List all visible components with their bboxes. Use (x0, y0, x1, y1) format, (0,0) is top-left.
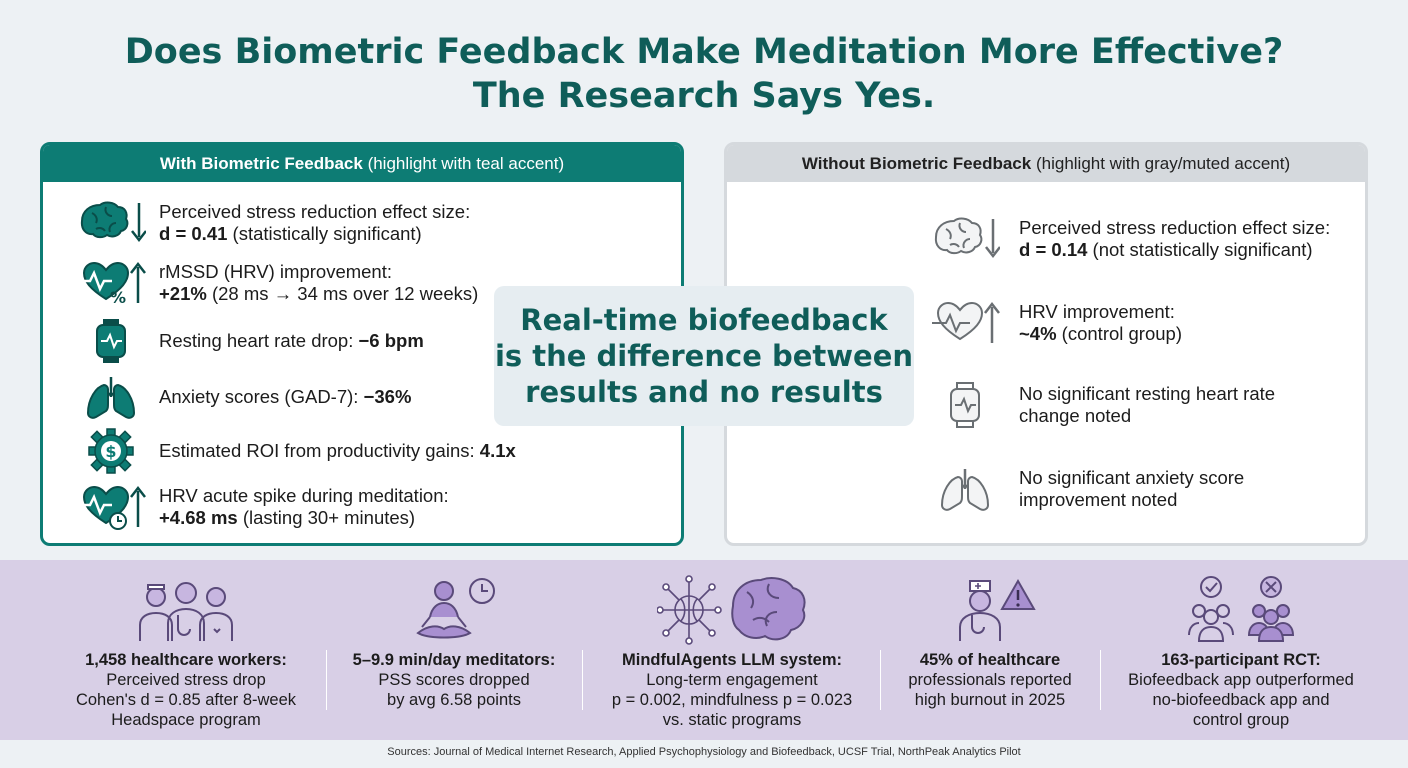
with-feedback-heading-note: (highlight with teal accent) (367, 154, 565, 173)
with-item-roi: $ Estimated ROI from productivity gains:… (73, 425, 516, 477)
stat-4-line-2: high burnout in 2025 (914, 691, 1066, 709)
with-rhr-value: −6 bpm (358, 330, 424, 351)
with-rhr-label: Resting heart rate drop: (159, 330, 359, 351)
stat-1-line-1: Perceived stress drop (106, 671, 266, 689)
divider (880, 650, 881, 710)
with-item-acute-hrv: HRV acute spike during meditation: +4.68… (73, 481, 449, 533)
stat-burnout: 45% of healthcare professionals reported… (890, 560, 1090, 740)
gear-dollar-icon: $ (73, 425, 149, 477)
title-line-2: The Research Says Yes. (472, 76, 936, 116)
page-title: Does Biometric Feedback Make Meditation … (0, 30, 1408, 118)
with-anxiety-label: Anxiety scores (GAD-7): (159, 386, 364, 407)
with-hrv-value: +21% (159, 283, 207, 304)
stats-band: 1,458 healthcare workers: Perceived stre… (0, 560, 1408, 740)
stat-5-heading: 163-participant RCT: (1161, 651, 1321, 669)
without-rhr-line1: No significant resting heart rate (1019, 383, 1276, 404)
with-item-hrv: % rMSSD (HRV) improvement: +21% (28 ms →… (73, 257, 478, 309)
lungs-icon (927, 463, 1003, 515)
with-acute-value: +4.68 ms (159, 507, 238, 528)
with-roi-label: Estimated ROI from productivity gains: (159, 440, 480, 461)
without-item-stress: Perceived stress reduction effect size: … (927, 213, 1330, 265)
without-stress-note: (not statistically significant) (1087, 239, 1313, 260)
stat-mindfulagents: MindfulAgents LLM system: Long-term enga… (592, 560, 872, 740)
with-feedback-heading: With Biometric Feedback (159, 154, 363, 173)
smartwatch-icon (927, 379, 1003, 431)
group-check-cross-icon (1110, 570, 1372, 650)
lungs-icon (73, 371, 149, 423)
brain-down-icon (927, 213, 1003, 265)
stat-5-line-1: Biofeedback app outperformed (1128, 671, 1354, 689)
without-feedback-heading-note: (highlight with gray/muted accent) (1035, 154, 1291, 173)
with-item-anxiety: Anxiety scores (GAD-7): −36% (73, 371, 411, 423)
with-anxiety-value: −36% (363, 386, 412, 407)
callout-line-2: is the difference between (494, 339, 914, 373)
sources-footnote: Sources: Journal of Medical Internet Res… (387, 746, 1021, 758)
network-brain-icon (592, 570, 872, 650)
callout-box: Real-time biofeedback is the difference … (494, 286, 914, 426)
title-line-1: Does Biometric Feedback Make Meditation … (124, 32, 1284, 72)
without-anxiety-line2: improvement noted (1019, 489, 1178, 510)
stat-healthcare-workers: 1,458 healthcare workers: Perceived stre… (56, 560, 316, 740)
without-anxiety-line1: No significant anxiety score (1019, 467, 1245, 488)
without-item-rhr: No significant resting heart rate change… (927, 379, 1275, 431)
without-rhr-line2: change noted (1019, 405, 1132, 426)
stat-1-line-3: Headspace program (111, 711, 261, 729)
stat-meditators: 5–9.9 min/day meditators: PSS scores dro… (336, 560, 572, 740)
stat-2-line-1: PSS scores dropped (378, 671, 530, 689)
stat-2-line-2: by avg 6.58 points (387, 691, 521, 709)
without-stress-label: Perceived stress reduction effect size: (1019, 217, 1331, 238)
divider (1100, 650, 1101, 710)
without-hrv-value: ~4% (1019, 323, 1057, 344)
with-roi-value: 4.1x (479, 440, 516, 461)
brain-down-icon (73, 197, 149, 249)
with-stress-label: Perceived stress reduction effect size: (159, 201, 471, 222)
meditator-clock-icon (336, 570, 572, 650)
smartwatch-icon (73, 315, 149, 367)
with-acute-label: HRV acute spike during meditation: (159, 485, 449, 506)
stat-1-line-2: Cohen's d = 0.85 after 8-week (75, 691, 297, 709)
heart-percent-up-icon: % (73, 257, 149, 309)
stat-5-line-2: no-biofeedback app and (1152, 691, 1330, 709)
stat-4-heading: 45% of healthcare (919, 651, 1061, 669)
stat-3-line-2: p = 0.002, mindfulness p = 0.023 (611, 691, 853, 709)
divider (326, 650, 327, 710)
divider (582, 650, 583, 710)
without-stress-value: d = 0.14 (1019, 239, 1088, 260)
with-feedback-header: With Biometric Feedback (highlight with … (43, 145, 681, 182)
svg-text:$: $ (105, 442, 116, 461)
stat-rct: 163-participant RCT: Biofeedback app out… (1110, 560, 1372, 740)
without-feedback-heading: Without Biometric Feedback (801, 154, 1032, 173)
without-item-anxiety: No significant anxiety score improvement… (927, 463, 1244, 515)
stat-3-line-3: vs. static programs (662, 711, 802, 729)
without-hrv-note: (control group) (1056, 323, 1182, 344)
stat-3-line-1: Long-term engagement (646, 671, 818, 689)
without-feedback-header: Without Biometric Feedback (highlight wi… (727, 145, 1365, 182)
with-hrv-label: rMSSD (HRV) improvement: (159, 261, 393, 282)
heart-clock-up-icon (73, 481, 149, 533)
with-item-rhr: Resting heart rate drop: −6 bpm (73, 315, 424, 367)
with-stress-value: d = 0.41 (159, 223, 228, 244)
without-item-hrv: HRV improvement: ~4% (control group) (927, 297, 1182, 349)
heart-up-icon (927, 297, 1003, 349)
with-acute-note: (lasting 30+ minutes) (237, 507, 416, 528)
with-item-stress: Perceived stress reduction effect size: … (73, 197, 470, 249)
callout-line-3: results and no results (525, 375, 883, 409)
svg-text:%: % (110, 288, 126, 307)
callout-line-1: Real-time biofeedback (520, 303, 888, 337)
with-hrv-note: (28 ms → 34 ms over 12 weeks) (206, 283, 479, 304)
stat-3-heading: MindfulAgents LLM system: (621, 651, 842, 669)
stat-4-line-1: professionals reported (908, 671, 1072, 689)
stat-5-line-3: control group (1192, 711, 1290, 729)
without-hrv-label: HRV improvement: (1019, 301, 1175, 322)
with-stress-note: (statistically significant) (227, 223, 422, 244)
stat-1-heading: 1,458 healthcare workers: (85, 651, 287, 669)
nurse-warning-icon (890, 570, 1090, 650)
healthcare-workers-icon (56, 570, 316, 650)
stat-2-heading: 5–9.9 min/day meditators: (352, 651, 556, 669)
